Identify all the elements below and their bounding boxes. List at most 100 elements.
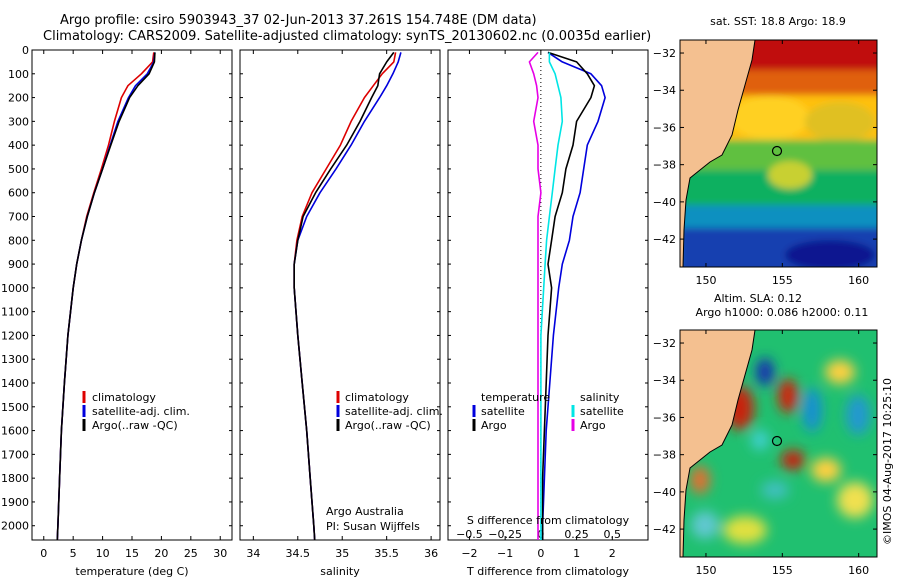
x-tick-label: 0 xyxy=(537,547,544,560)
s-tick-label: −0.25 xyxy=(488,528,522,541)
legend-label-argo: Argo(..raw -QC) xyxy=(345,419,431,432)
map-y-tick-label: −34 xyxy=(653,374,676,387)
depth-tick-label: 1300 xyxy=(1,353,29,366)
legend-label-t-satellite: satellite xyxy=(481,405,525,418)
depth-tick-label: 1200 xyxy=(1,329,29,342)
legend-label-argo: Argo(..raw -QC) xyxy=(92,419,178,432)
map-x-tick-label: 160 xyxy=(848,564,869,577)
legend-label-climatology: climatology xyxy=(345,391,409,404)
depth-tick-label: 1800 xyxy=(1,472,29,485)
depth-tick-label: 400 xyxy=(8,139,29,152)
profile-curves xyxy=(56,51,606,541)
sst-map-title: sat. SST: 18.8 Argo: 18.9 xyxy=(710,15,846,28)
map-x-tick-label: 155 xyxy=(772,274,793,287)
credit-text: ©IMOS 04-Aug-2017 10:25:10 xyxy=(881,378,894,545)
s-tick-label: −0.5 xyxy=(456,528,483,541)
figure-title-line2: Climatology: CARS2009. Satellite-adjuste… xyxy=(43,29,652,44)
x-tick-label: −2 xyxy=(461,547,477,560)
map-y-tick-label: −42 xyxy=(653,523,676,536)
map-x-tick-label: 160 xyxy=(848,274,869,287)
x-tick-label: 34.5 xyxy=(286,547,311,560)
sla-map: Altim. SLA: 0.12 Argo h1000: 0.086 h2000… xyxy=(653,292,878,577)
legend-label-t-argo: Argo xyxy=(481,419,507,432)
map-y-tick-label: −34 xyxy=(653,84,676,97)
s-tick-label: 0.25 xyxy=(564,528,589,541)
x-tick-label: 34 xyxy=(246,547,260,560)
sal-note-line2: PI: Susan Wijffels xyxy=(326,520,420,533)
diff-panel-frame xyxy=(447,49,649,541)
legend-label-climatology: climatology xyxy=(92,391,156,404)
depth-tick-label: 200 xyxy=(8,92,29,105)
map-x-tick-label: 150 xyxy=(695,274,716,287)
x-tick-label: 0 xyxy=(40,547,47,560)
series-line-temperature-satellite xyxy=(541,51,606,540)
legend-label-s-argo: Argo xyxy=(580,419,606,432)
s-tick-label: 0.5 xyxy=(604,528,622,541)
depth-tick-label: 500 xyxy=(8,163,29,176)
map-y-tick-label: −40 xyxy=(653,196,676,209)
x-tick-label: 36 xyxy=(424,547,438,560)
depth-tick-label: 1000 xyxy=(1,282,29,295)
depth-tick-label: 300 xyxy=(8,115,29,128)
sal-x-axis: 34 34.5 35 35.5 36 xyxy=(246,50,438,560)
depth-tick-label: 1900 xyxy=(1,496,29,509)
temp-x-axis: 0 5 10 15 20 25 30 xyxy=(40,50,227,560)
legend-label-s-satellite: satellite xyxy=(580,405,624,418)
sla-map-title1: Altim. SLA: 0.12 xyxy=(714,292,802,305)
map-x-tick-label: 155 xyxy=(772,564,793,577)
x-tick-label: 25 xyxy=(184,547,198,560)
float-marker xyxy=(771,435,783,447)
map-y-tick-label: −32 xyxy=(653,47,676,60)
depth-tick-label: 700 xyxy=(8,211,29,224)
sla-x-axis: 150 155 160 xyxy=(695,330,869,577)
depth-tick-label: 100 xyxy=(8,68,29,81)
x-tick-label: 5 xyxy=(70,547,77,560)
depth-tick-label: 2000 xyxy=(1,520,29,533)
legend-label-satellite: satellite-adj. clim. xyxy=(345,405,443,418)
sst-x-axis: 150 155 160 xyxy=(695,40,869,287)
sal-xlabel: salinity xyxy=(320,565,360,578)
x-tick-label: 35 xyxy=(335,547,349,560)
x-tick-label: −1 xyxy=(497,547,513,560)
depth-axis: 0 100 200 300 400 500 600 700 800 900 1000 1100 1200… xyxy=(1,44,648,533)
diff-top-label: S difference from climatology xyxy=(467,514,630,527)
sla-map-title2: Argo h1000: 0.086 h2000: 0.11 xyxy=(696,306,869,319)
depth-tick-label: 1700 xyxy=(1,448,29,461)
sst-y-axis: −32 −34 −36 −38 −40 −42 xyxy=(653,47,877,246)
sal-legend: climatology satellite-adj. clim. Argo(..… xyxy=(326,391,443,533)
diff-legend: temperature salinity satellite Argo sate… xyxy=(472,391,624,432)
x-tick-label: 15 xyxy=(125,547,139,560)
float-marker xyxy=(771,145,783,157)
map-y-tick-label: −40 xyxy=(653,486,676,499)
depth-tick-label: 1100 xyxy=(1,306,29,319)
x-tick-label: 10 xyxy=(96,547,110,560)
x-tick-label: 2 xyxy=(609,547,616,560)
series-line-argo-raw-qc xyxy=(56,52,156,541)
map-x-tick-label: 150 xyxy=(695,564,716,577)
series-line-salinity-satellite xyxy=(540,52,564,540)
depth-tick-label: 1500 xyxy=(1,401,29,414)
depth-tick-label: 1600 xyxy=(1,425,29,438)
legend-title-salinity: salinity xyxy=(580,391,620,404)
figure-title-line1: Argo profile: csiro 5903943_37 02-Jun-20… xyxy=(60,13,537,28)
depth-tick-label: 600 xyxy=(8,187,29,200)
diff-xlabel: T difference from climatology xyxy=(466,565,629,578)
sal-note-line1: Argo Australia xyxy=(326,505,404,518)
temp-panel-frame xyxy=(31,49,233,541)
series-line-temperature-argo xyxy=(541,51,596,540)
temp-legend: climatology satellite-adj. clim. Argo(..… xyxy=(82,391,190,432)
map-y-tick-label: −36 xyxy=(653,411,676,424)
series-line-argo-raw-qc xyxy=(293,51,395,541)
series-line-salinity-argo xyxy=(528,51,542,540)
x-tick-label: 1 xyxy=(573,547,580,560)
x-tick-label: 35.5 xyxy=(374,547,399,560)
map-y-tick-label: −42 xyxy=(653,233,676,246)
depth-tick-label: 800 xyxy=(8,234,29,247)
x-tick-label: 30 xyxy=(213,547,227,560)
map-y-tick-label: −36 xyxy=(653,121,676,134)
legend-label-satellite: satellite-adj. clim. xyxy=(92,405,190,418)
depth-tick-label: 0 xyxy=(22,44,29,57)
sal-panel-frame xyxy=(239,49,441,541)
sst-map: sat. SST: 18.8 Argo: 18.9 −32 −34 −36 −38 −4… xyxy=(653,15,878,287)
